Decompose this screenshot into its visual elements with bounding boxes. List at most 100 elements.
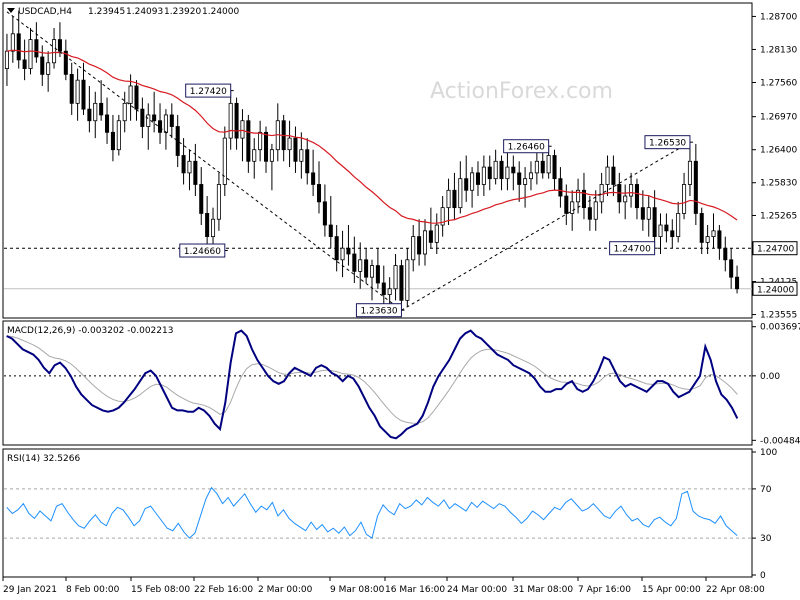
ohlc-low: 1.23920 bbox=[164, 7, 201, 17]
candle-body bbox=[252, 149, 257, 162]
candle-body bbox=[63, 50, 68, 75]
candle-body bbox=[605, 166, 610, 185]
candle-body bbox=[534, 160, 539, 174]
candle-body bbox=[634, 184, 639, 209]
candle-body bbox=[434, 224, 439, 243]
time-tick-label: 16 Mar 16:00 bbox=[385, 585, 445, 595]
candle-body bbox=[717, 230, 722, 249]
candle-body bbox=[417, 236, 422, 255]
candle-body bbox=[358, 259, 363, 272]
candle-body bbox=[640, 207, 645, 220]
candle-body bbox=[452, 189, 457, 209]
candle-body bbox=[246, 120, 251, 162]
time-tick-label: 22 Feb 16:00 bbox=[194, 585, 253, 595]
candle-body bbox=[511, 166, 516, 174]
candle-body bbox=[4, 50, 9, 69]
candle-body bbox=[552, 155, 557, 180]
candle-body bbox=[623, 195, 628, 203]
candle-body bbox=[540, 160, 545, 174]
time-tick-label: 8 Feb 00:00 bbox=[66, 585, 120, 595]
candle-body bbox=[328, 224, 333, 238]
time-tick-label: 24 Mar 00:00 bbox=[447, 585, 507, 595]
macd-tick-label: 0.003697 bbox=[760, 323, 800, 333]
candle-body bbox=[228, 102, 233, 139]
annotation-label: 1.26460 bbox=[508, 143, 545, 153]
candle-body bbox=[105, 114, 110, 133]
candle-body bbox=[593, 201, 598, 220]
candle-body bbox=[705, 236, 710, 243]
candle-body bbox=[87, 108, 92, 122]
candle-body bbox=[175, 126, 180, 156]
candle-body bbox=[110, 131, 115, 151]
price-tick-label: 1.28130 bbox=[760, 45, 797, 55]
candle-body bbox=[581, 189, 586, 209]
price-tick-label: 1.25265 bbox=[760, 211, 797, 221]
candle-body bbox=[570, 201, 575, 214]
candle-body bbox=[375, 265, 380, 284]
annotation-box bbox=[609, 241, 656, 256]
candle-body bbox=[263, 131, 269, 162]
candle-body bbox=[57, 39, 62, 52]
candle-body bbox=[293, 137, 298, 162]
candle-body bbox=[311, 172, 316, 185]
candle-body bbox=[393, 265, 398, 290]
candle-body bbox=[528, 172, 533, 180]
candle-body bbox=[22, 59, 27, 69]
candle-body bbox=[128, 85, 133, 104]
annotation-label: 1.27420 bbox=[190, 87, 227, 97]
candle-body bbox=[222, 137, 227, 185]
candle-body bbox=[322, 201, 327, 226]
candle-body bbox=[599, 184, 604, 203]
candle-body bbox=[93, 102, 98, 122]
candle-body bbox=[411, 236, 416, 261]
macd-panel-frame bbox=[2, 320, 753, 446]
annotation-label: 1.26530 bbox=[649, 139, 686, 149]
ma-line bbox=[6, 49, 738, 224]
time-tick-label: 7 Apr 16:00 bbox=[578, 585, 631, 595]
rsi-title: RSI(14) 32.5266 bbox=[7, 454, 80, 464]
price-tick-label: 1.27560 bbox=[760, 78, 797, 88]
candle-body bbox=[499, 160, 504, 180]
candle-body bbox=[134, 85, 139, 110]
annotation-box bbox=[503, 139, 550, 154]
annotation-box bbox=[644, 135, 691, 150]
candle-body bbox=[334, 236, 339, 261]
candle-body bbox=[564, 195, 569, 214]
candle-body bbox=[352, 253, 357, 272]
candle-body bbox=[69, 73, 74, 104]
candle-body bbox=[152, 114, 157, 122]
macd-axis: 0.003697 0.00 -0.004849 bbox=[752, 323, 800, 446]
candle-body bbox=[28, 39, 33, 69]
candle-body bbox=[458, 178, 463, 209]
candle-body bbox=[399, 265, 404, 301]
candle-body bbox=[34, 39, 39, 58]
candle-body bbox=[99, 102, 104, 116]
candle-body bbox=[387, 288, 392, 295]
time-tick-label: 31 Mar 08:00 bbox=[513, 585, 573, 595]
price-tick-label: 1.28700 bbox=[760, 12, 797, 22]
axis-price-tag-label: 1.24700 bbox=[757, 245, 794, 255]
annotation-box bbox=[179, 243, 226, 258]
candle-body bbox=[116, 120, 121, 151]
candle-body bbox=[163, 114, 168, 133]
price-tick-label: 1.25830 bbox=[760, 179, 797, 189]
macd-tick-label: 0.00 bbox=[760, 372, 780, 382]
rsi-tick-label: 70 bbox=[760, 485, 772, 495]
candle-body bbox=[346, 247, 351, 255]
ohlc-open: 1.23945 bbox=[88, 7, 125, 17]
candle-body bbox=[664, 224, 669, 232]
candle-body bbox=[81, 79, 86, 110]
candle-body bbox=[16, 33, 21, 61]
annotation-box bbox=[355, 303, 402, 318]
candle-body bbox=[658, 224, 663, 238]
candle-body bbox=[576, 189, 581, 203]
price-tick-label: 1.23555 bbox=[760, 311, 797, 321]
candle-body bbox=[211, 218, 216, 238]
candle-body bbox=[587, 207, 592, 220]
macd-main-line bbox=[6, 329, 739, 440]
candlesticks bbox=[4, 10, 740, 311]
candle-body bbox=[446, 189, 451, 209]
trendline bbox=[401, 141, 691, 311]
moving-average bbox=[6, 49, 738, 224]
candle-body bbox=[52, 39, 57, 64]
